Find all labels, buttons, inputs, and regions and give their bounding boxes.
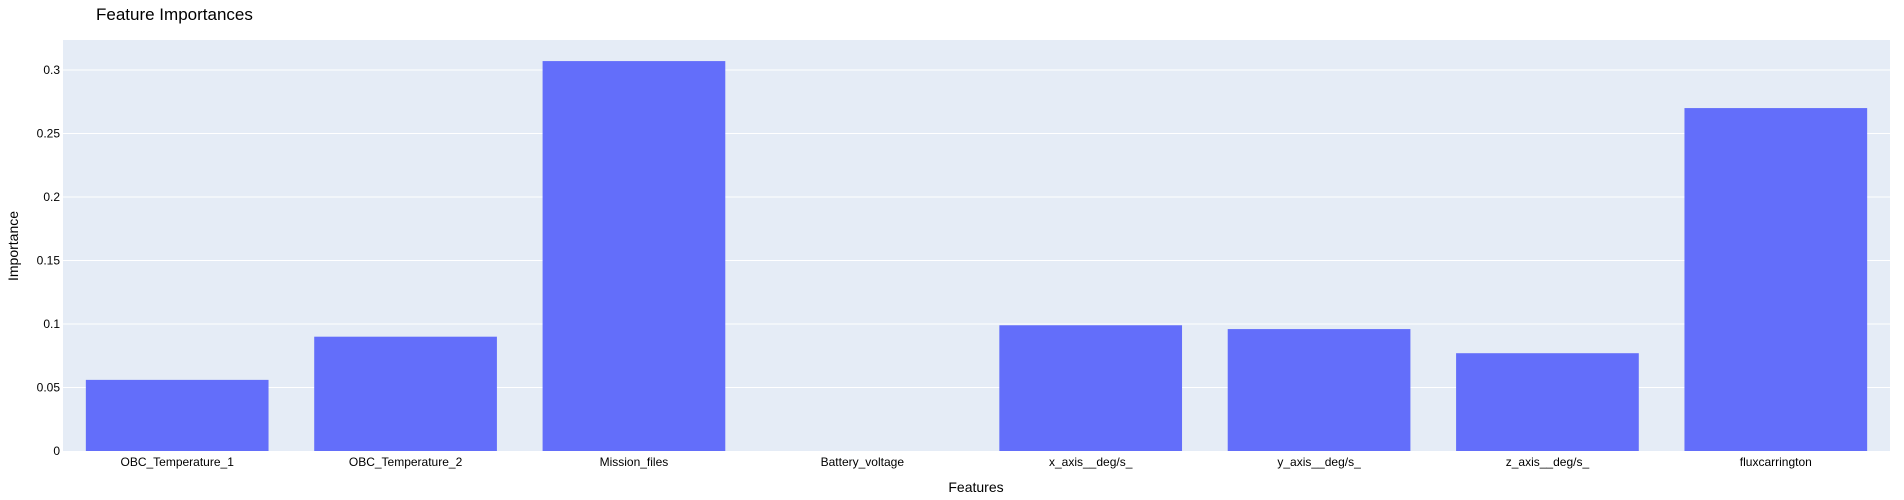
bar-obc-temperature-2[interactable]	[314, 336, 497, 451]
bar-z-axis-deg-s[interactable]	[1456, 353, 1639, 451]
y-tick-label: 0	[53, 444, 60, 458]
y-tick-labels: 0 0.05 0.1 0.15 0.2 0.25 0.3	[37, 63, 61, 458]
x-tick-label: x_axis__deg/s_	[1049, 455, 1133, 469]
y-tick-label: 0.2	[43, 190, 60, 204]
bars	[85, 61, 1868, 452]
x-axis-title: Features	[948, 479, 1003, 495]
y-tick-label: 0.25	[37, 126, 61, 140]
chart-title: Feature Importances	[96, 5, 253, 24]
x-tick-label: Mission_files	[600, 455, 669, 469]
bar-mission-files[interactable]	[542, 61, 726, 451]
bar-obc-temperature-1[interactable]	[85, 379, 269, 451]
x-tick-label: Battery_voltage	[821, 455, 905, 469]
y-tick-label: 0.15	[37, 253, 61, 267]
y-axis-title: Importance	[5, 211, 21, 281]
x-tick-label: fluxcarrington	[1740, 455, 1812, 469]
x-tick-label: OBC_Temperature_2	[349, 455, 463, 469]
y-tick-label: 0.1	[43, 317, 60, 331]
x-tick-labels: OBC_Temperature_1 OBC_Temperature_2 Missio…	[120, 455, 1811, 469]
bar-fluxcarrington[interactable]	[1684, 108, 1868, 452]
y-tick-label: 0.3	[43, 63, 60, 77]
y-tick-label: 0.05	[37, 380, 61, 394]
bar-y-axis-deg-s[interactable]	[1227, 329, 1411, 451]
x-tick-label: y_axis__deg/s_	[1277, 455, 1361, 469]
bar-x-axis-deg-s[interactable]	[999, 325, 1183, 451]
x-tick-label: OBC_Temperature_1	[120, 455, 234, 469]
x-tick-label: z_axis__deg/s_	[1506, 455, 1590, 469]
